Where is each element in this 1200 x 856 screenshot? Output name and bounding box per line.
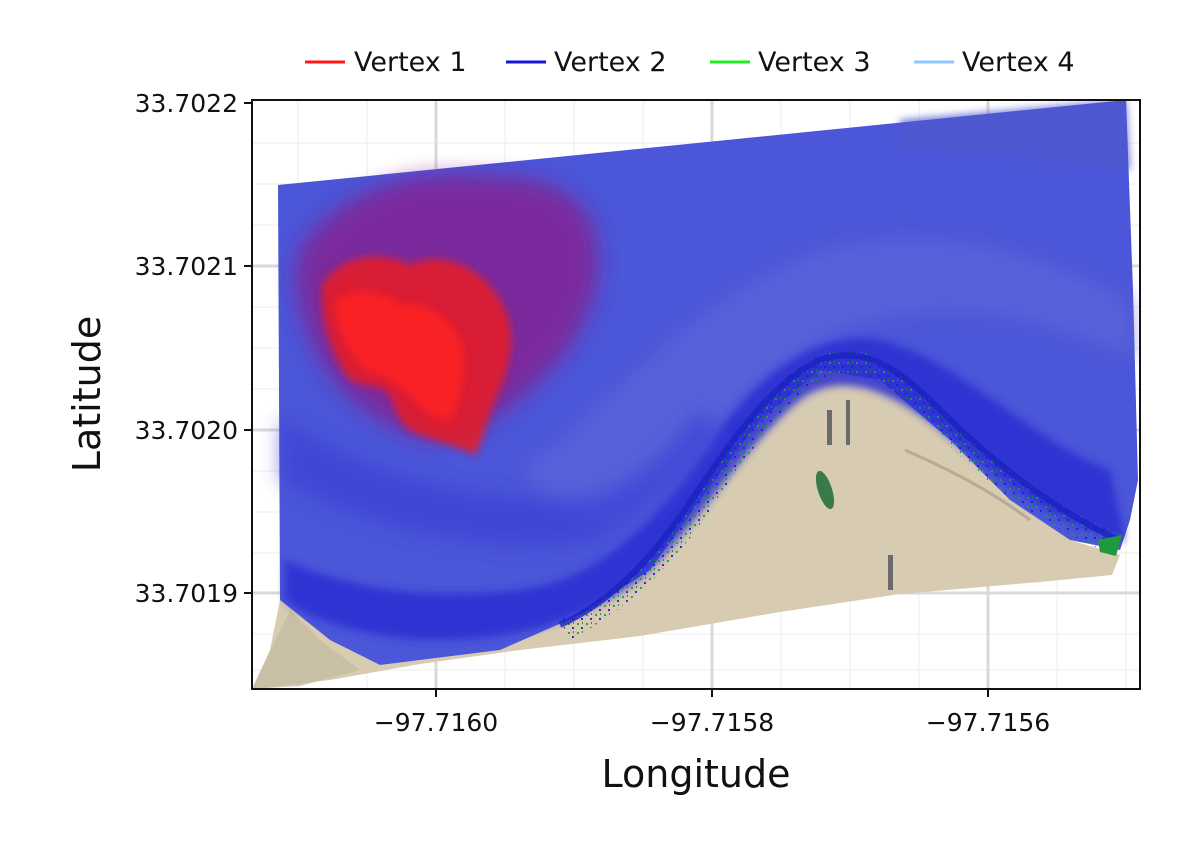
plot-panel <box>251 99 1141 690</box>
vertex3-patch <box>1098 535 1122 556</box>
land-track <box>904 448 1031 522</box>
y-axis-title: Latitude <box>65 316 109 472</box>
y-tick-label: 33.7020 <box>135 416 238 445</box>
shoreline-speckle <box>560 350 1120 640</box>
x-tick-labels: −97.7160 −97.7158 −97.7156 <box>374 708 1050 737</box>
person-icon <box>846 400 850 445</box>
y-tick-labels: 33.7022 33.7021 33.7020 33.7019 <box>135 89 238 608</box>
water-mid-band <box>282 410 720 546</box>
y-tick-label: 33.7022 <box>135 89 238 118</box>
x-tick-label: −97.7158 <box>650 708 774 737</box>
legend-item-vertex-2: Vertex 2 <box>506 47 667 78</box>
person-icon <box>888 555 893 590</box>
land-features <box>815 400 1031 590</box>
y-tick-label: 33.7021 <box>135 252 238 281</box>
x-tick-label: −97.7160 <box>374 708 498 737</box>
x-tick-label: −97.7156 <box>926 708 1050 737</box>
legend-label-vertex-3: Vertex 3 <box>758 47 871 78</box>
vertex1-bright <box>335 290 465 420</box>
x-axis-title: Longitude <box>602 752 791 796</box>
y-tick-label: 33.7019 <box>135 579 238 608</box>
legend-item-vertex-1: Vertex 1 <box>305 47 467 78</box>
raster-overlay <box>252 100 1138 689</box>
land-area-shadow <box>252 610 360 689</box>
axis-ticks <box>244 102 989 697</box>
shoreline-dark-edge <box>558 352 1120 628</box>
water-top-right <box>900 100 1130 170</box>
legend-item-vertex-4: Vertex 4 <box>914 47 1075 78</box>
kayak-icon <box>815 470 835 510</box>
legend-label-vertex-1: Vertex 1 <box>354 47 467 78</box>
legend-item-vertex-3: Vertex 3 <box>710 47 871 78</box>
legend-label-vertex-4: Vertex 4 <box>962 47 1075 78</box>
legend: Vertex 1 Vertex 2 Vertex 3 Vertex 4 <box>305 47 1075 78</box>
legend-label-vertex-2: Vertex 2 <box>554 47 667 78</box>
panel-border <box>251 99 1141 690</box>
person-icon <box>827 410 832 445</box>
